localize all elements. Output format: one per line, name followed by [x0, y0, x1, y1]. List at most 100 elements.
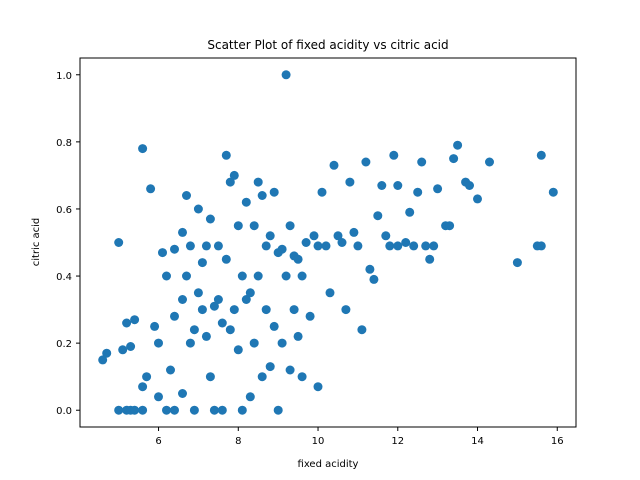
data-point	[138, 405, 148, 415]
data-point	[170, 244, 179, 254]
y-tick-label: 0.4	[56, 272, 72, 283]
data-point	[241, 197, 251, 207]
data-point	[297, 372, 307, 382]
data-point	[201, 331, 211, 341]
data-point	[325, 288, 335, 298]
data-point	[381, 231, 391, 241]
data-point	[142, 372, 152, 382]
data-point	[257, 191, 267, 200]
data-point	[102, 348, 112, 358]
data-point	[453, 140, 463, 150]
data-point	[305, 311, 315, 321]
data-point	[221, 150, 231, 160]
data-point	[353, 241, 363, 251]
data-point	[245, 392, 255, 402]
data-point	[178, 227, 187, 237]
data-point	[225, 177, 235, 187]
data-point	[512, 258, 522, 268]
data-point	[281, 271, 291, 281]
data-point	[237, 405, 247, 415]
data-point	[313, 382, 323, 392]
data-point	[289, 305, 299, 315]
data-point	[114, 238, 124, 247]
x-axis-label: fixed acidity	[298, 459, 359, 470]
data-point	[261, 305, 271, 315]
y-tick-label: 0.6	[56, 205, 72, 216]
data-point	[265, 231, 275, 241]
data-point	[182, 271, 191, 281]
data-point	[269, 321, 279, 331]
data-point	[373, 211, 383, 221]
data-point	[162, 405, 171, 415]
data-point	[309, 231, 319, 241]
data-point	[257, 372, 267, 382]
x-tick-label: 8	[235, 436, 241, 447]
data-point	[277, 338, 287, 348]
data-point	[197, 258, 207, 268]
data-point	[413, 187, 423, 197]
data-point	[417, 157, 427, 167]
data-point	[357, 325, 367, 335]
data-point	[178, 295, 187, 304]
data-point	[365, 264, 375, 274]
data-point	[293, 254, 303, 264]
data-point	[421, 241, 431, 251]
data-point	[138, 382, 148, 392]
data-point	[485, 157, 494, 167]
data-point	[401, 238, 411, 247]
data-point	[449, 154, 459, 164]
data-point	[285, 221, 295, 231]
data-point	[245, 288, 255, 298]
data-point	[265, 362, 275, 372]
data-point	[241, 295, 251, 304]
data-point	[118, 345, 128, 355]
data-point	[349, 227, 359, 237]
data-point	[166, 365, 175, 375]
x-axis-ticks: 6 8 10 12 14 16	[155, 427, 564, 447]
data-point	[170, 405, 179, 415]
x-tick-label: 14	[471, 436, 484, 447]
data-point	[193, 204, 203, 214]
data-point	[158, 248, 167, 258]
data-point	[217, 405, 227, 415]
data-point	[233, 345, 243, 355]
data-point	[433, 184, 443, 194]
data-point	[429, 241, 439, 251]
plot-area: 6 8 10 12 14 16 0.0 0.2 0.4 0.6 0.8 1.0	[56, 57, 577, 447]
data-point	[249, 221, 259, 231]
data-point	[213, 295, 223, 304]
data-point	[122, 318, 132, 328]
data-point	[405, 207, 415, 217]
data-points	[98, 70, 558, 415]
data-point	[126, 342, 136, 351]
data-point	[201, 241, 211, 251]
y-axis-ticks: 0.0 0.2 0.4 0.6 0.8 1.0	[56, 71, 80, 417]
data-point	[389, 150, 399, 160]
data-point	[229, 170, 239, 180]
data-point	[205, 214, 215, 224]
y-tick-label: 1.0	[56, 71, 72, 82]
data-point	[197, 305, 207, 315]
data-point	[269, 187, 279, 197]
x-tick-label: 6	[155, 436, 161, 447]
data-point	[317, 187, 327, 197]
data-point	[193, 288, 203, 298]
data-point	[249, 338, 259, 348]
data-point	[189, 325, 199, 335]
data-point	[409, 241, 419, 251]
x-tick-label: 12	[391, 436, 404, 447]
data-point	[277, 244, 287, 254]
y-tick-label: 0.2	[56, 339, 72, 350]
data-point	[217, 318, 227, 328]
data-point	[377, 181, 387, 190]
data-point	[162, 271, 171, 281]
data-point	[209, 405, 219, 415]
data-point	[182, 191, 191, 200]
y-tick-label: 0.0	[56, 406, 72, 417]
data-point	[393, 241, 403, 251]
data-point	[154, 338, 163, 348]
data-point	[361, 157, 371, 167]
data-point	[548, 187, 558, 197]
